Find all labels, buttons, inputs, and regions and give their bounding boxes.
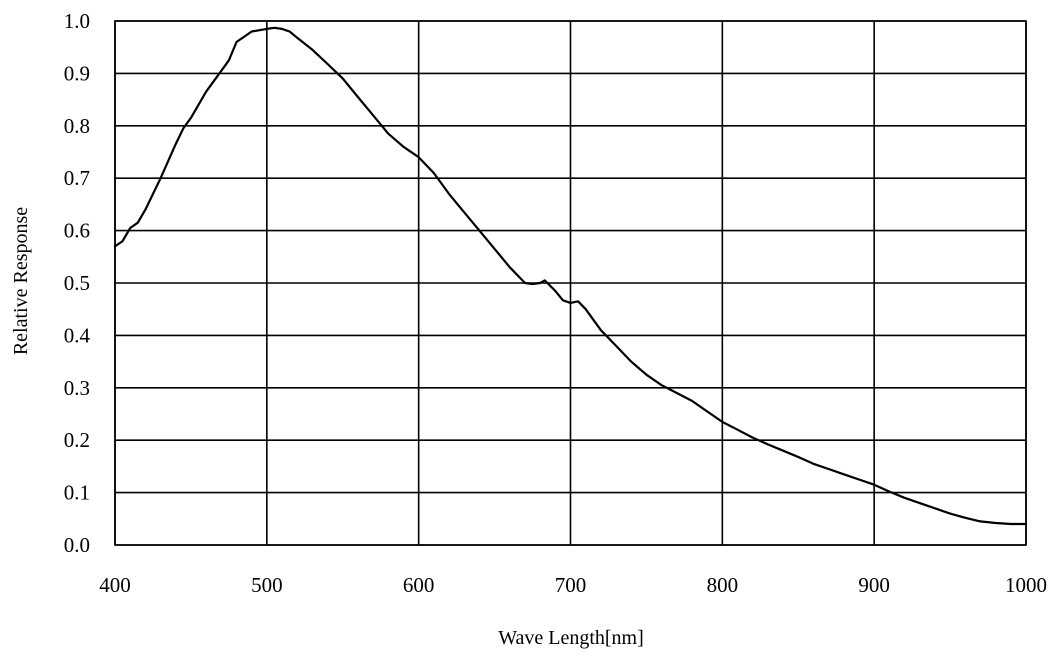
y-axis-title: Relative Response [10, 207, 32, 355]
series-layer [113, 26, 1028, 526]
y-tick-label: 0.4 [64, 323, 91, 347]
y-tick-label: 0.1 [64, 481, 90, 505]
x-tick-label: 600 [403, 573, 435, 597]
y-tick-label: 0.5 [64, 271, 90, 295]
plot-frame [114, 20, 1027, 546]
y-tick-label: 0.8 [64, 114, 90, 138]
y-tick-label: 1.0 [64, 9, 90, 33]
x-tick-label: 1000 [1005, 573, 1047, 597]
x-tick-label: 900 [858, 573, 890, 597]
y-tick-label: 0.6 [64, 219, 90, 243]
y-tick-label: 0.3 [64, 376, 90, 400]
x-tick-label: 400 [99, 573, 131, 597]
y-tick-label: 0.0 [64, 533, 90, 557]
response-curve [113, 26, 1028, 526]
y-tick-label: 0.2 [64, 428, 90, 452]
y-tick-label: 0.7 [64, 166, 90, 190]
x-tick-label: 500 [251, 573, 283, 597]
y-tick-label: 0.9 [64, 61, 90, 85]
grid-layer [114, 20, 1027, 546]
x-tick-label: 800 [707, 573, 739, 597]
tick-labels: 0.0 0.1 0.2 0.3 0.4 0.5 0.6 0.7 0.8 0.9 1.0 400 500 6… [64, 9, 1047, 597]
x-axis-title: Wave Length[nm] [498, 627, 644, 649]
x-tick-label: 700 [555, 573, 587, 597]
